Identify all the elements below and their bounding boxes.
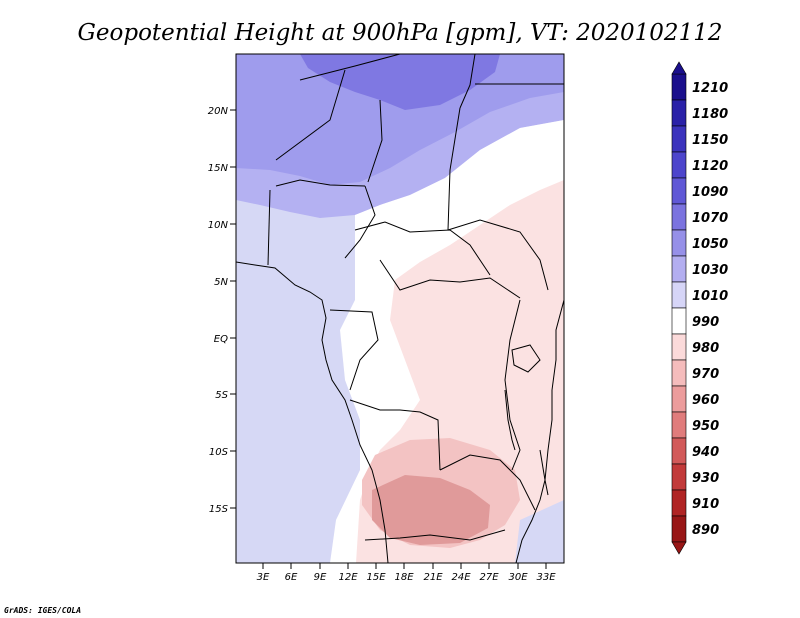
- colorbar-label: 1050: [692, 237, 728, 252]
- border-cameroon-car: [354, 221, 491, 276]
- lat-axis: 20N 15N 10N 5N EQ 5S 10S 15S: [208, 106, 236, 515]
- colorbar: 1210 1180 1150 1120 1090 1070 1050 1030 1010 990 9…: [671, 61, 728, 555]
- colorbar-swatch: [671, 463, 687, 491]
- map-title: Geopotential Height at 900hPa [gpm], VT:…: [78, 20, 723, 46]
- coastline-west-africa: [236, 261, 389, 563]
- colorbar-swatch: [671, 255, 687, 283]
- border-zambia: [439, 454, 536, 511]
- colorbar-swatch: [671, 73, 687, 101]
- lon-label: 12E: [338, 572, 358, 583]
- coastline-east-africa: [515, 299, 564, 563]
- lon-axis: 3E 6E 9E 12E 15E 18E 21E 24E 27E 30E 33E: [257, 563, 556, 583]
- colorbar-swatch: [671, 99, 687, 127]
- border-sahara-west: [275, 69, 346, 161]
- colorbar-label: 940: [692, 445, 719, 460]
- lat-label: 5N: [214, 277, 228, 288]
- colorbar-label: 1180: [692, 107, 728, 122]
- field-dark-pink: [372, 475, 490, 545]
- field-sw-lavender: [236, 400, 340, 563]
- colorbar-label: 930: [692, 471, 719, 486]
- colorbar-label: 1210: [692, 81, 728, 96]
- colorbar-swatch: [671, 359, 687, 387]
- lat-label: 20N: [208, 106, 229, 117]
- field-north-darker: [236, 54, 564, 185]
- lon-label: 24E: [451, 572, 471, 583]
- lon-label: 9E: [314, 572, 327, 583]
- colorbar-label: 890: [692, 523, 719, 538]
- border-angola-namibia: [364, 529, 506, 541]
- border-drc-angola: [349, 399, 441, 471]
- colorbar-label: 1150: [692, 133, 728, 148]
- grads-credit: GrADS: IGES/COLA: [4, 606, 81, 615]
- border-drc-east: [504, 299, 521, 471]
- colorbar-swatch: [671, 125, 687, 153]
- border-chad-sudan: [447, 107, 461, 231]
- lake-victoria: [511, 344, 541, 373]
- border-nigeria-niger: [275, 179, 366, 187]
- border-nigeria-east: [344, 185, 376, 259]
- colorbar-swatch: [671, 411, 687, 439]
- colorbar-swatch: [671, 229, 687, 257]
- border-benin: [267, 189, 271, 266]
- colorbar-swatch: [671, 437, 687, 465]
- lon-label: 21E: [423, 572, 443, 583]
- border-niger-chad: [367, 99, 383, 183]
- colorbar-label: 980: [692, 341, 719, 356]
- lat-label: 15S: [209, 504, 229, 515]
- colorbar-swatch: [671, 307, 687, 335]
- lat-label: 5S: [215, 390, 228, 401]
- border-south-sudan: [447, 219, 549, 291]
- colorbar-swatch: [671, 385, 687, 413]
- border-algeria-niger: [299, 54, 401, 81]
- colorbar-label: 910: [692, 497, 719, 512]
- lat-label: 15N: [208, 163, 229, 174]
- field-se-lavender: [515, 500, 564, 563]
- field-north-deep: [300, 54, 500, 110]
- border-gabon-congo: [329, 309, 379, 391]
- colorbar-label: 960: [692, 393, 719, 408]
- colorbar-swatch: [671, 281, 687, 309]
- colorbar-swatch: [671, 333, 687, 361]
- colorbar-label: 1010: [692, 289, 728, 304]
- lon-label: 18E: [394, 572, 414, 583]
- border-car-drc: [379, 259, 521, 299]
- colorbar-swatch: [671, 203, 687, 231]
- lon-label: 15E: [366, 572, 386, 583]
- map-panel: [236, 54, 564, 563]
- colorbar-swatch: [671, 177, 687, 205]
- colorbar-label: 1120: [692, 159, 728, 174]
- colorbar-label: 990: [692, 315, 719, 330]
- colorbar-label: 1030: [692, 263, 728, 278]
- colorbar-label: 970: [692, 367, 719, 382]
- border-chad-libya: [459, 54, 476, 109]
- colorbar-label: 1090: [692, 185, 728, 200]
- colorbar-swatch: [671, 151, 687, 179]
- colorbar-label: 950: [692, 419, 719, 434]
- colorbar-label: 1070: [692, 211, 728, 226]
- lon-label: 27E: [479, 572, 499, 583]
- map-frame: [235, 53, 565, 564]
- lake-tanganyika: [504, 389, 516, 451]
- colorbar-swatch: [671, 515, 687, 543]
- lon-label: 3E: [257, 572, 270, 583]
- lat-label: EQ: [214, 334, 228, 345]
- colorbar-swatch: [671, 489, 687, 517]
- lat-label: 10N: [208, 220, 229, 231]
- lake-malawi: [539, 449, 549, 496]
- colorbar-bottom-arrow: [671, 541, 687, 555]
- lon-label: 33E: [536, 572, 556, 583]
- lon-label: 30E: [508, 572, 528, 583]
- colorbar-top-arrow: [671, 61, 687, 75]
- coastlines-borders: [236, 54, 564, 563]
- lat-label: 10S: [209, 447, 229, 458]
- lon-label: 6E: [285, 572, 298, 583]
